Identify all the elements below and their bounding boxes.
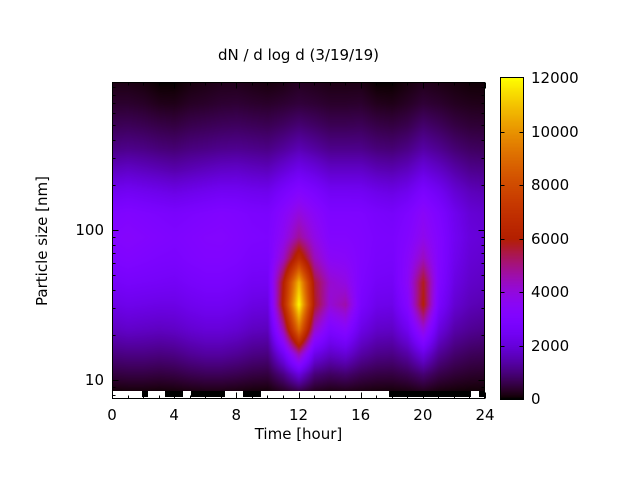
colorbar-tick-label: 12000 [531, 69, 579, 87]
heatmap-canvas [112, 82, 485, 391]
y-axis-label: Particle size [nm] [33, 176, 51, 306]
y-tick-label: 100 [75, 221, 104, 239]
x-tick-label: 8 [231, 406, 242, 424]
bottom-data-segment [141, 391, 148, 397]
colorbar-tick-label: 0 [531, 390, 541, 408]
chart-title: dN / d log d (3/19/19) [217, 46, 380, 64]
x-tick-label: 12 [288, 406, 309, 424]
bottom-data-segment [478, 391, 485, 397]
colorbar-gradient-canvas [501, 78, 523, 399]
bottom-data-segment [388, 391, 471, 397]
x-tick-label: 20 [413, 406, 433, 424]
x-tick-label: 4 [169, 406, 179, 424]
x-tick-label: 16 [351, 406, 371, 424]
x-tick-label: 0 [107, 406, 117, 424]
x-tick-label: 24 [475, 406, 495, 424]
colorbar-tick-label: 10000 [531, 122, 579, 141]
colorbar-tick-label: 8000 [531, 176, 570, 194]
bottom-data-segment [242, 391, 262, 397]
y-tick-label: 10 [84, 371, 104, 389]
colorbar-tick-label: 4000 [531, 283, 570, 301]
colorbar-tick-label: 2000 [531, 336, 570, 355]
x-axis-label: Time [hour] [254, 425, 343, 443]
bottom-data-segment [191, 391, 226, 397]
bottom-data-segment [164, 391, 184, 397]
colorbar-tick-label: 6000 [531, 229, 570, 248]
